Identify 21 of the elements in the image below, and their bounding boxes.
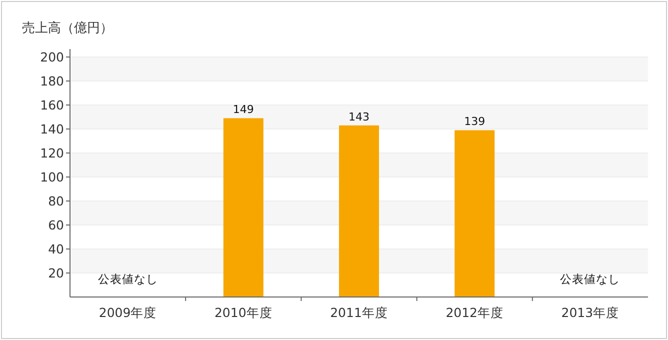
x-tick-label: 2010年度: [214, 305, 272, 320]
y-tick-label: 60: [48, 218, 64, 232]
y-tick-label: 200: [40, 50, 64, 64]
x-tick-label: 2012年度: [446, 305, 504, 320]
data-label: 139: [464, 115, 486, 128]
x-tick-label: 2009年度: [98, 305, 157, 320]
y-tick-label: 160: [40, 98, 64, 112]
x-tick-label: 2011年度: [330, 305, 388, 320]
annotation: 公表値なし: [560, 272, 620, 286]
y-tick-label: 120: [40, 146, 64, 160]
y-tick-label: 100: [40, 170, 64, 184]
y-axis-title: 売上高（億円）: [22, 20, 113, 36]
y-tick-label: 140: [40, 122, 64, 136]
x-tick-label: 2013年度: [561, 305, 620, 320]
y-tick-label: 40: [48, 242, 64, 256]
y-tick-label: 20: [48, 266, 64, 280]
data-label: 143: [348, 110, 370, 124]
annotation: 公表値なし: [98, 272, 158, 286]
data-label: 149: [232, 103, 254, 116]
y-tick-label: 180: [40, 74, 64, 88]
y-tick-label: 80: [48, 194, 64, 208]
